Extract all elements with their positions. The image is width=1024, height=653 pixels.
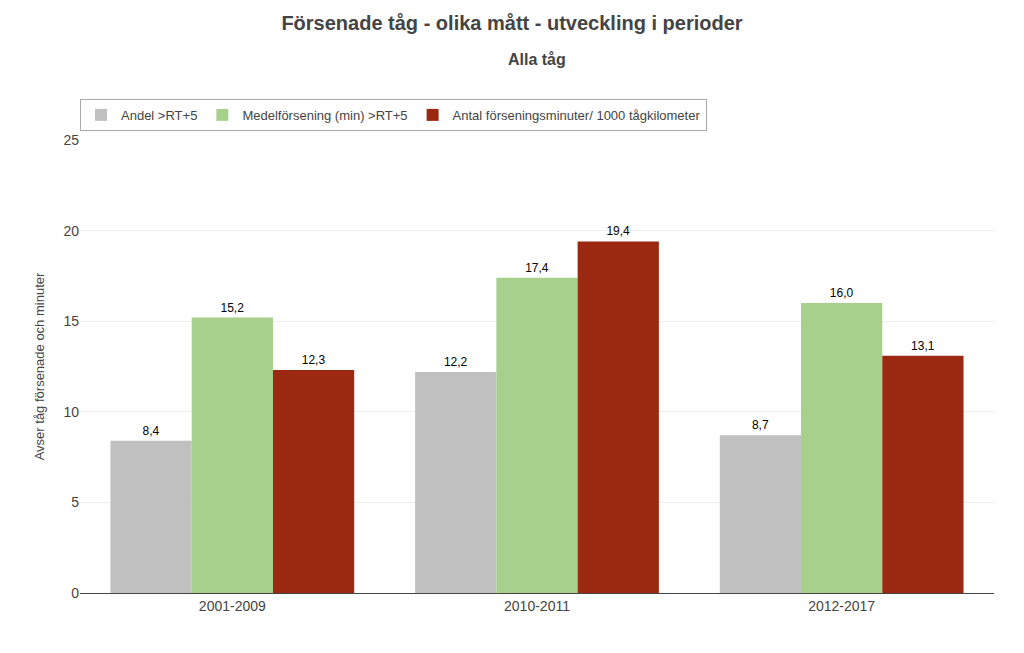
svg-text:10: 10 xyxy=(63,404,79,420)
svg-text:Andel >RT+5: Andel >RT+5 xyxy=(121,108,197,123)
svg-text:Medelförsening (min) >RT+5: Medelförsening (min) >RT+5 xyxy=(242,108,407,123)
svg-text:17,4: 17,4 xyxy=(525,261,549,275)
svg-text:25: 25 xyxy=(63,132,79,148)
svg-text:2012-2017: 2012-2017 xyxy=(808,598,875,614)
svg-text:0: 0 xyxy=(71,585,79,601)
svg-text:19,4: 19,4 xyxy=(606,224,630,238)
svg-text:8,7: 8,7 xyxy=(752,418,769,432)
svg-text:5: 5 xyxy=(71,494,79,510)
svg-text:Avser tåg försenade och minute: Avser tåg försenade och minuter xyxy=(32,272,47,460)
svg-text:2001-2009: 2001-2009 xyxy=(199,598,266,614)
svg-text:20: 20 xyxy=(63,223,79,239)
svg-text:12,3: 12,3 xyxy=(302,353,326,367)
svg-text:12,2: 12,2 xyxy=(444,355,468,369)
svg-text:Alla tåg: Alla tåg xyxy=(508,51,566,68)
svg-text:13,1: 13,1 xyxy=(911,339,935,353)
svg-text:2010-2011: 2010-2011 xyxy=(504,598,570,614)
svg-text:15,2: 15,2 xyxy=(220,301,244,315)
svg-text:16,0: 16,0 xyxy=(830,286,854,300)
svg-text:8,4: 8,4 xyxy=(143,424,160,438)
svg-text:Försenade tåg - olika mått - u: Försenade tåg - olika mått - utveckling … xyxy=(281,12,742,34)
svg-text:Antal förseningsminuter/ 1000: Antal förseningsminuter/ 1000 tågkilomet… xyxy=(453,108,701,123)
svg-text:15: 15 xyxy=(63,313,79,329)
